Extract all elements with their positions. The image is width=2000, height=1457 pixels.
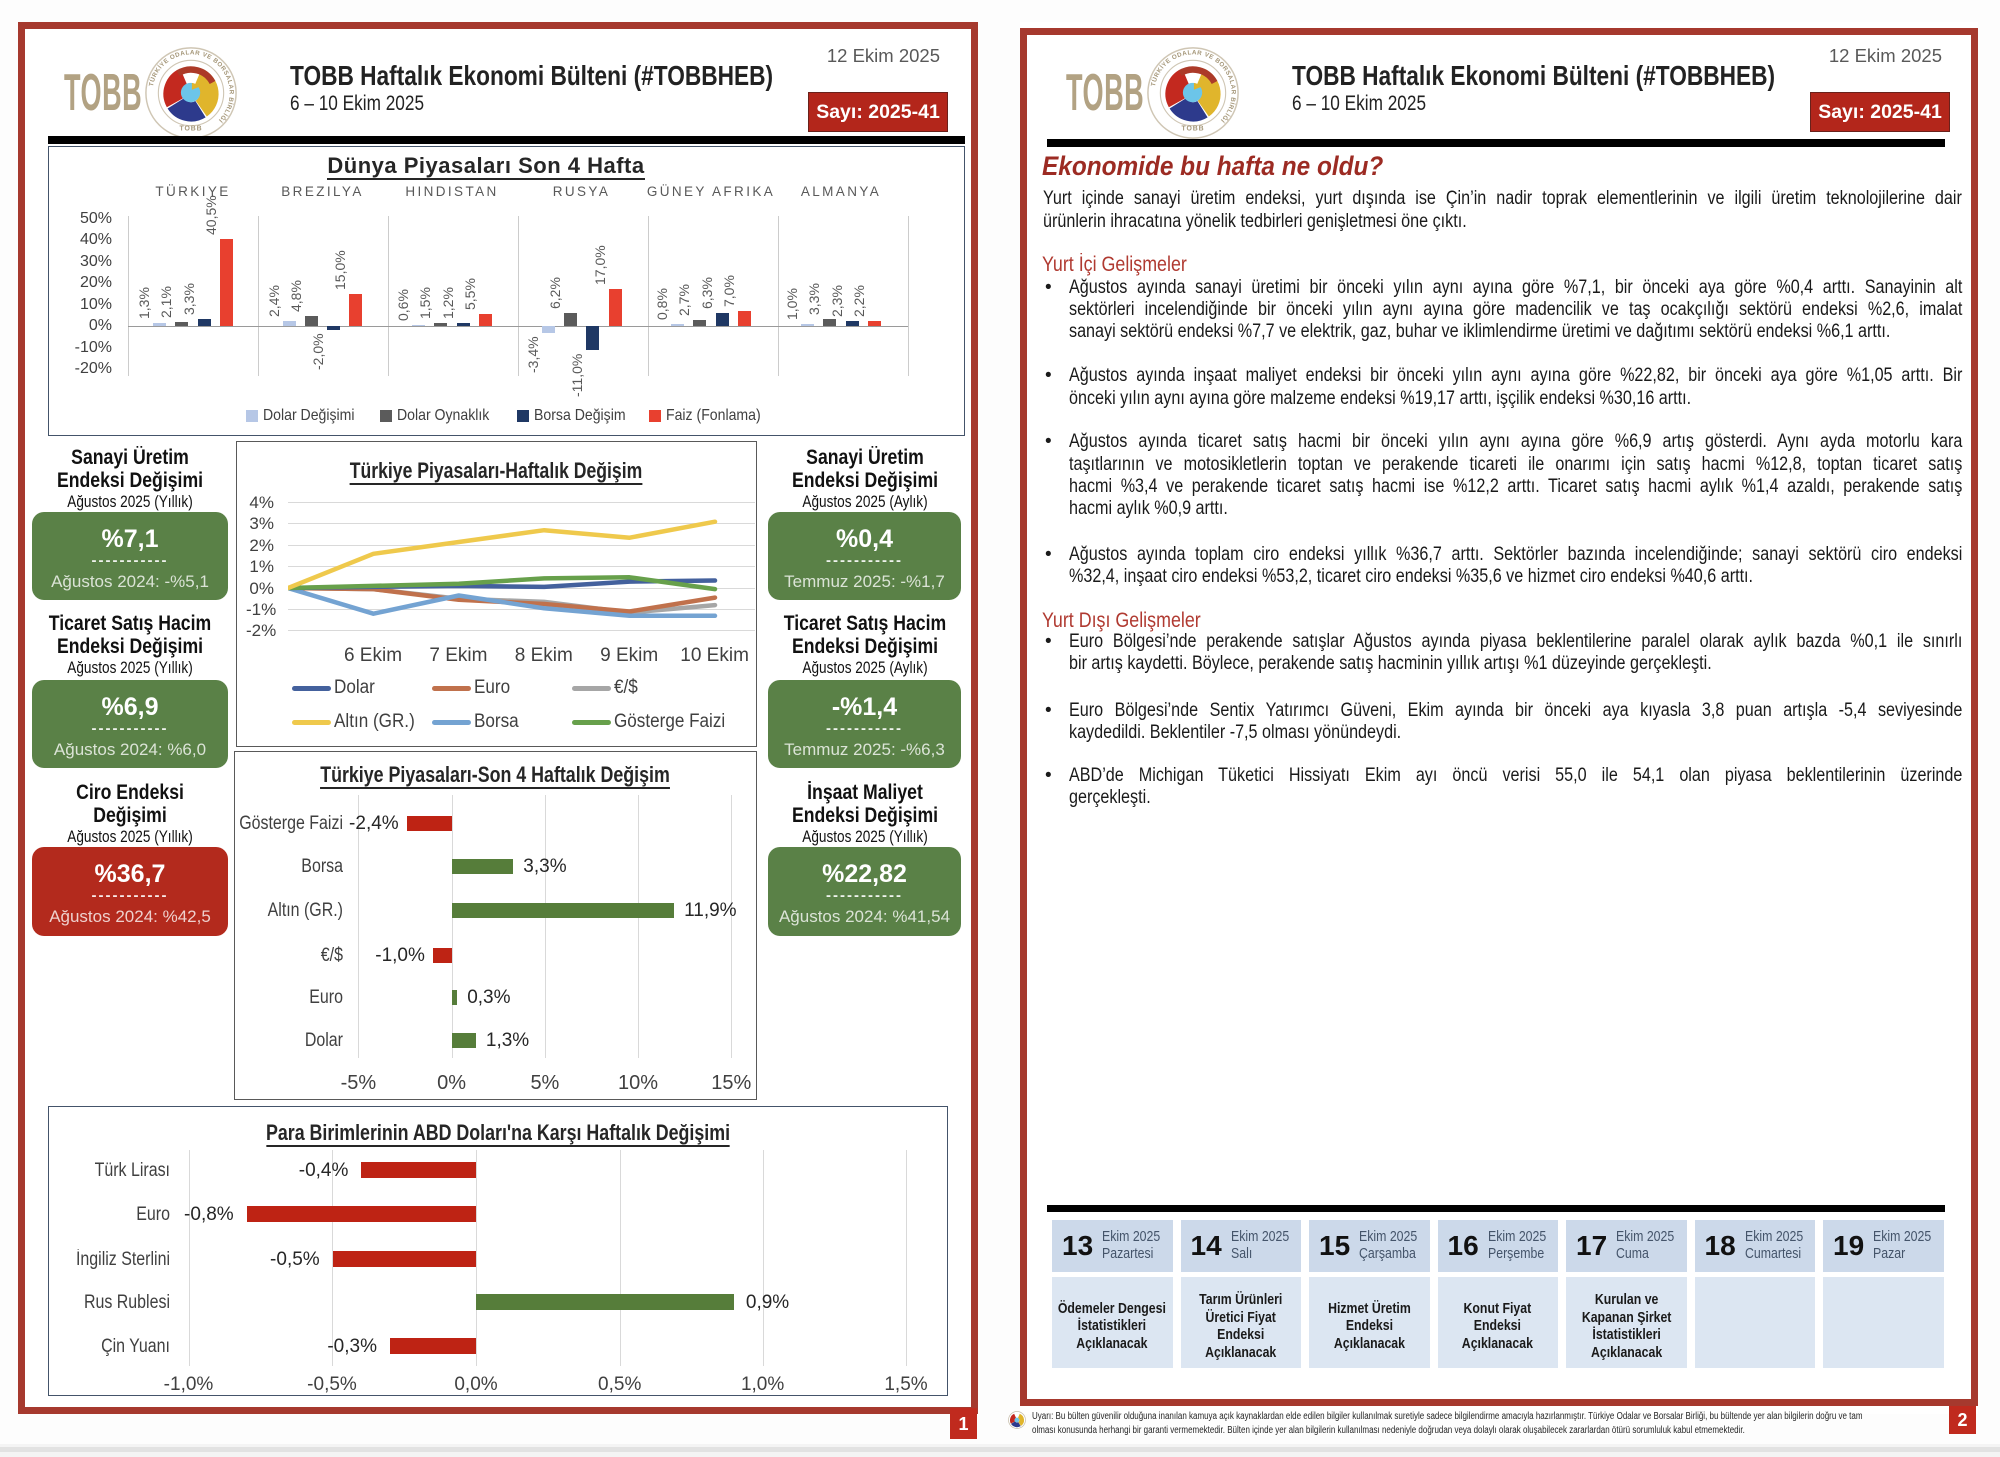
svg-text:TOBB: TOBB [179,126,202,133]
svg-text:TOBB: TOBB [1181,126,1204,133]
